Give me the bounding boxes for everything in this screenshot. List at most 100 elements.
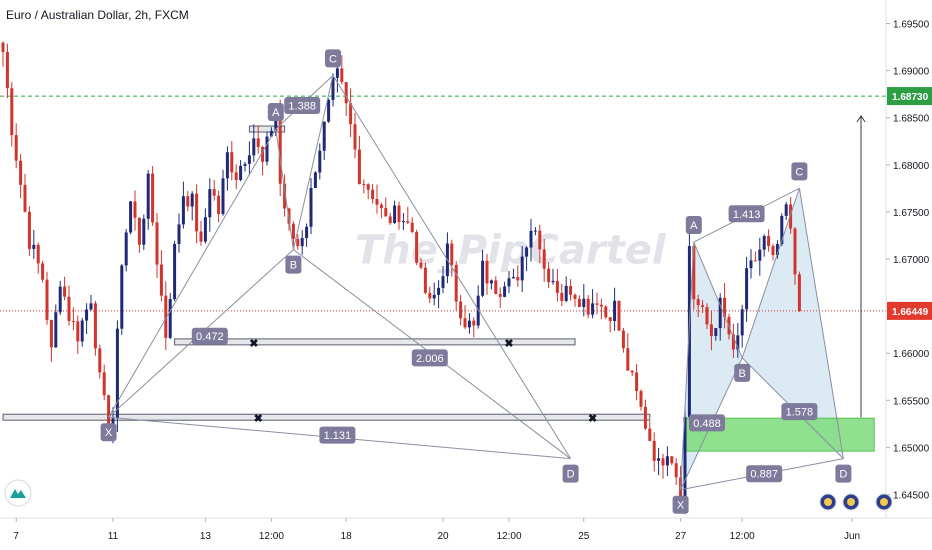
candle-body [533,230,537,232]
candle-body [516,277,520,281]
candle-body [252,138,256,156]
candle-body [80,320,84,342]
candle-body [168,299,172,338]
candle-body [212,189,216,196]
candle-body [5,51,9,89]
pattern-1-point-C [325,49,341,68]
candle-body [340,68,344,83]
candle-body [349,103,353,125]
candle-body [582,298,586,308]
candle-body [14,135,18,161]
candle-body [164,295,168,338]
candle-body [221,178,225,214]
pattern-2-ab [693,241,743,359]
candle-body [736,335,740,350]
y-tick-label: 1.65000 [893,443,930,454]
candle-body [186,196,190,207]
candle-body [569,285,573,295]
candle-body [617,300,621,331]
candle-body [758,249,762,261]
candle-body [485,260,489,284]
pattern-2-point-D-label: D [839,469,847,481]
tv-logo-mark-icon [10,489,26,498]
candle-body [190,193,194,207]
watermark-text: The_PipCartel [355,228,667,274]
price-tag-target-text: 1.68730 [892,92,929,103]
candle-body [767,235,771,246]
candle-body [547,268,551,283]
candle-body [674,463,678,478]
candle-body [208,189,212,218]
pattern-1-ratio-box-0 [191,327,228,345]
candle-body [177,224,181,244]
x-tick-label: 12:00 [730,531,755,542]
y-tick-label: 1.66000 [893,349,930,360]
pattern-2-point-B-label: B [739,368,746,380]
pattern-2-cd [798,188,844,459]
candle-body [604,306,608,318]
candle-body [705,307,709,325]
candle-body [393,205,397,224]
candle-body [511,277,515,279]
event-flag-star-icon [824,498,832,506]
candle-body [621,330,625,349]
candle-body [230,152,234,173]
pattern-2-point-X [672,495,689,514]
x-tick-label: 7 [13,531,19,542]
candle-body [780,215,784,244]
candle-body [428,292,432,299]
pattern-1-ratio-3: 1.131 [324,430,352,442]
candle-body [665,456,669,466]
candle-body [753,260,757,262]
candle-body [437,287,441,295]
pattern-2-point-A-label: A [690,220,698,232]
candle-body [195,193,199,232]
candle-body [599,304,603,307]
candle-body [410,222,414,232]
candle-body [577,298,581,308]
pattern-1-ab [275,128,294,250]
candle-body [269,130,273,137]
candle-body [256,138,260,147]
candle-body [274,114,278,131]
projection-arrow-head [856,114,866,123]
candle-body [551,280,555,283]
x-tick-label: 12:00 [496,531,521,542]
pattern-1-point-A [267,103,284,122]
candle-body [586,298,590,315]
pattern-2-ratio-box-0 [689,414,725,432]
candle-body [714,328,718,336]
candle-body [520,256,524,281]
pattern-1-ratio-1: 1.388 [288,100,316,112]
candle-body [318,150,322,173]
candle-body [608,317,612,321]
candle-body [151,173,155,223]
tv-logo-icon[interactable] [4,479,32,507]
pattern-2-ratio-2: 1.578 [786,407,814,419]
pattern-1-ratio-box-3 [319,426,356,444]
x-tick-label: 13 [200,531,212,542]
pattern-1-ratio-box-1 [284,96,321,114]
y-tick-label: 1.67000 [893,255,930,266]
candle-body [173,243,177,300]
candle-body [309,188,313,227]
candle-body [643,406,647,429]
pattern-2-ratio-1: 1.413 [733,209,761,221]
candle-body [657,458,661,461]
candle-body [613,300,617,321]
candle-body [45,279,49,320]
candle-body [243,163,247,166]
candle-body [27,211,31,249]
candle-body [626,348,630,371]
candle-body [784,204,788,216]
candle-body [120,265,124,329]
candle-body [234,172,238,180]
candle-body [49,319,53,348]
candle-body [313,172,317,189]
pattern-1-point-X-label: X [105,427,113,439]
candle-body [247,155,251,164]
pattern-2-xa [680,242,695,490]
candle-body [406,221,410,223]
candle-body [762,235,766,250]
